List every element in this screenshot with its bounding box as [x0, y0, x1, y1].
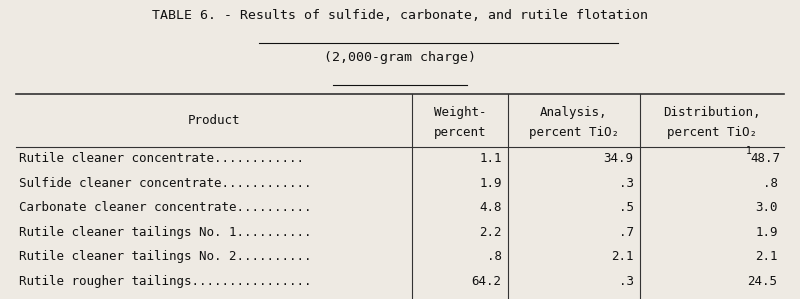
Text: 1.9: 1.9 — [755, 226, 778, 239]
Text: 3.0: 3.0 — [755, 201, 778, 214]
Text: percent: percent — [434, 126, 486, 139]
Text: 48.7: 48.7 — [750, 152, 780, 165]
Text: 1: 1 — [746, 146, 752, 156]
Text: Carbonate cleaner concentrate..........: Carbonate cleaner concentrate.......... — [19, 201, 312, 214]
Text: Rutile rougher tailings................: Rutile rougher tailings................ — [19, 275, 312, 288]
Text: Rutile cleaner tailings No. 1..........: Rutile cleaner tailings No. 1.......... — [19, 226, 312, 239]
Text: 2.1: 2.1 — [611, 250, 634, 263]
Text: Rutile cleaner concentrate............: Rutile cleaner concentrate............ — [19, 152, 304, 165]
Text: percent TiO₂: percent TiO₂ — [667, 126, 757, 139]
Text: 24.5: 24.5 — [747, 275, 778, 288]
Text: (2,000-gram charge): (2,000-gram charge) — [324, 51, 476, 64]
Text: 64.2: 64.2 — [472, 275, 502, 288]
Text: .3: .3 — [618, 177, 634, 190]
Text: .7: .7 — [618, 226, 634, 239]
Text: Rutile cleaner tailings No. 2..........: Rutile cleaner tailings No. 2.......... — [19, 250, 312, 263]
Text: .8: .8 — [762, 177, 778, 190]
Text: .5: .5 — [618, 201, 634, 214]
Text: Product: Product — [188, 114, 240, 127]
Text: Weight-: Weight- — [434, 106, 486, 119]
Text: 4.8: 4.8 — [479, 201, 502, 214]
Text: 1.1: 1.1 — [479, 152, 502, 165]
Text: Analysis,: Analysis, — [540, 106, 608, 119]
Text: .8: .8 — [486, 250, 502, 263]
Text: .3: .3 — [618, 275, 634, 288]
Text: 2.2: 2.2 — [479, 226, 502, 239]
Text: Distribution,: Distribution, — [663, 106, 761, 119]
Text: TABLE 6. - Results of sulfide, carbonate, and rutile flotation: TABLE 6. - Results of sulfide, carbonate… — [152, 9, 648, 22]
Text: percent TiO₂: percent TiO₂ — [529, 126, 619, 139]
Text: 2.1: 2.1 — [755, 250, 778, 263]
Text: Sulfide cleaner concentrate............: Sulfide cleaner concentrate............ — [19, 177, 312, 190]
Text: 34.9: 34.9 — [604, 152, 634, 165]
Text: 1.9: 1.9 — [479, 177, 502, 190]
